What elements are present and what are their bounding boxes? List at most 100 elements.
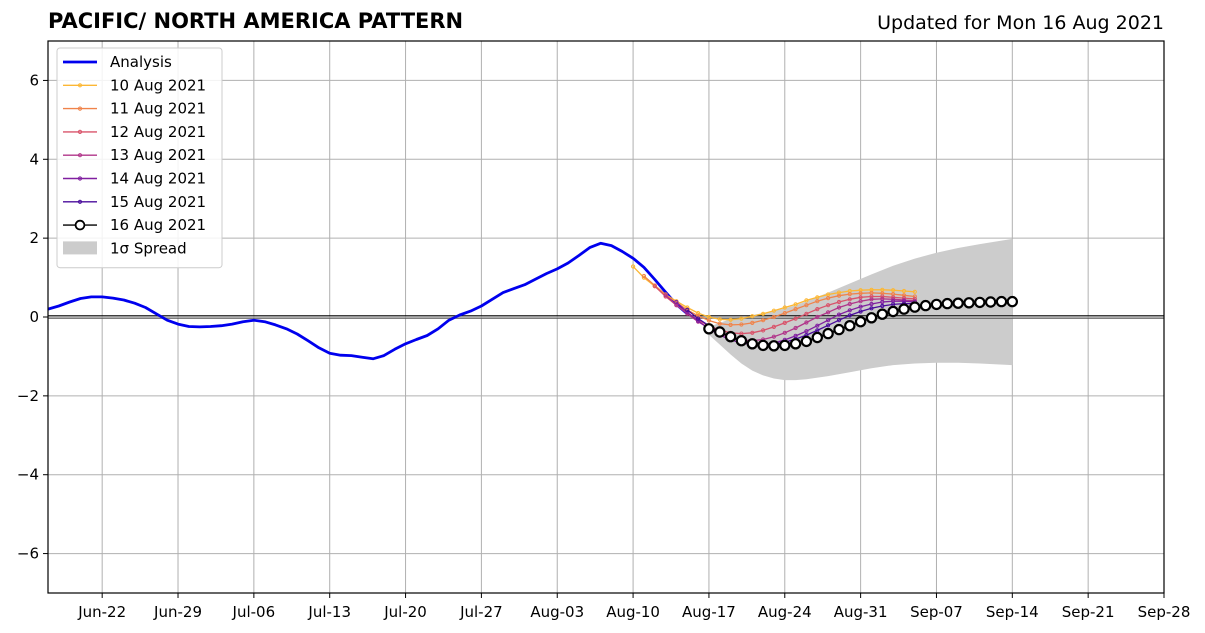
x-tick-label: Jun-29 [153, 603, 202, 621]
x-tick-label: Sep-14 [986, 603, 1039, 621]
forecast-point [804, 298, 809, 303]
y-tick-label: −4 [17, 466, 39, 484]
legend-label: 15 Aug 2021 [110, 193, 206, 211]
forecast-point [847, 297, 852, 302]
forecast-point [880, 294, 885, 299]
forecast-point [847, 313, 852, 318]
forecast-point [901, 299, 907, 304]
forecast-point [757, 339, 769, 352]
forecast-point [836, 312, 842, 317]
forecast-point [869, 297, 874, 302]
x-tick-label: Sep-21 [1062, 603, 1115, 621]
forecast-point [782, 330, 787, 335]
forecast-point [771, 308, 777, 313]
forecast-point [1006, 295, 1019, 308]
forecast-point [782, 320, 787, 325]
legend-label: 14 Aug 2021 [110, 170, 206, 188]
legend-marker [77, 176, 83, 181]
forecast-point [739, 316, 744, 321]
y-tick-label: −2 [17, 387, 39, 405]
legend-entry: 14 Aug 2021 [63, 170, 206, 188]
legend-entry: 11 Aug 2021 [63, 100, 206, 118]
forecast-point [739, 322, 744, 327]
forecast-point [789, 338, 802, 350]
y-tick-label: 2 [29, 229, 39, 247]
legend-label: 11 Aug 2021 [110, 100, 206, 118]
legend-marker [77, 199, 83, 204]
forecast-point [909, 301, 921, 313]
forecast-point [674, 299, 679, 305]
forecast-point [858, 309, 863, 314]
forecast-point [663, 293, 668, 298]
legend-marker [74, 219, 86, 231]
forecast-point [963, 297, 975, 309]
forecast-point [761, 311, 766, 316]
legend-marker [77, 83, 83, 88]
legend-entry: 16 Aug 2021 [63, 216, 206, 234]
forecast-point [641, 273, 647, 279]
forecast-point [768, 340, 780, 352]
axes: −6 −4 −2 0 2 4 6 Jun-22 Jun-29 Jul-06 Jul-13 Jul-20… [17, 40, 1191, 621]
legend-label: 13 Aug 2021 [110, 146, 206, 164]
forecast-point [995, 295, 1008, 308]
forecast-point [717, 321, 722, 326]
chart-title: PACIFIC/ NORTH AMERICA PATTERN [48, 9, 464, 33]
forecast-point [854, 316, 867, 328]
forecast-point [793, 316, 798, 321]
forecast-point [826, 296, 831, 301]
x-tick-label: Sep-28 [1138, 603, 1191, 621]
series [47, 241, 1019, 361]
forecast-point [847, 301, 852, 307]
forecast-point [815, 295, 820, 300]
forecast-point [858, 304, 863, 309]
forecast-point [822, 327, 834, 340]
forecast-point [750, 314, 755, 319]
forecast-point [858, 295, 863, 300]
y-tick-label: −6 [17, 545, 39, 563]
forecast-point [706, 318, 712, 323]
forecast-point [836, 293, 842, 298]
forecast-point [815, 299, 820, 304]
legend-label: 12 Aug 2021 [110, 123, 206, 141]
forecast-point [930, 298, 943, 311]
forecast-point [826, 303, 831, 308]
forecast-point [815, 323, 820, 328]
forecast-point [804, 329, 809, 334]
forecast-point [728, 322, 733, 327]
forecast-point [800, 335, 813, 348]
analysis-line [47, 241, 689, 361]
forecast-point [887, 305, 899, 318]
forecast-point [847, 308, 852, 313]
forecast-point [898, 303, 910, 315]
y-tick-label: 4 [29, 150, 39, 168]
forecast-point [782, 311, 787, 316]
forecast-point [771, 334, 777, 339]
forecast-point [811, 331, 824, 344]
legend-box [56, 47, 223, 269]
forecast-point [746, 338, 759, 350]
x-tick-label: Jul-27 [459, 603, 503, 621]
legend-entry: Analysis [63, 53, 172, 71]
forecast-point [912, 294, 917, 299]
forecast-point [804, 320, 809, 325]
forecast-point [771, 314, 777, 320]
forecast-point [724, 331, 737, 343]
forecast-point [782, 305, 787, 310]
forecast-point [793, 302, 798, 307]
forecast-point [836, 299, 842, 305]
forecast-series [703, 295, 1019, 352]
forecast-point [703, 323, 715, 335]
forecast-point [869, 301, 874, 307]
forecast-point [833, 323, 845, 336]
legend-marker [77, 129, 83, 134]
legend-entry: 15 Aug 2021 [63, 193, 206, 211]
forecast-point [901, 288, 907, 294]
forecast-point [685, 305, 690, 310]
forecast-point [696, 316, 701, 321]
y-tick-label: 6 [29, 71, 39, 89]
forecast-point [826, 318, 831, 323]
forecast-point [844, 320, 856, 332]
forecast-point [804, 311, 809, 316]
forecast-point [761, 318, 766, 323]
x-tick-label: Aug-31 [834, 603, 888, 621]
